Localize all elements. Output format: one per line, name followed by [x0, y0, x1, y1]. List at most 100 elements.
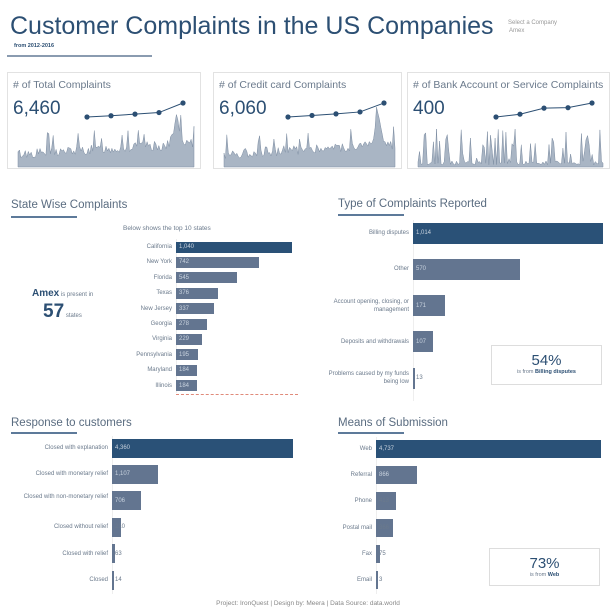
bar[interactable]: [176, 272, 237, 284]
bar-label: Email: [356, 577, 372, 583]
kpi-percent: 54%: [531, 352, 562, 369]
bar[interactable]: [376, 518, 394, 537]
presence-text: is present in: [60, 292, 94, 298]
trend-point[interactable]: [309, 112, 315, 119]
bar-value: 545: [179, 274, 190, 281]
bar[interactable]: [176, 303, 214, 315]
bar-label: Texas: [156, 290, 172, 297]
select-value[interactable]: Amex: [509, 28, 525, 34]
page-subtitle: from 2012-2016: [14, 43, 55, 49]
bar-value: 413: [379, 498, 390, 505]
bar-label: Closed with relief: [62, 550, 108, 557]
bar[interactable]: [176, 380, 197, 392]
types-kpi-box: 54% is from Billing disputes: [491, 345, 602, 385]
bar-label: Closed with non-monetary relief: [23, 493, 108, 500]
bar[interactable]: [112, 517, 121, 537]
footer: Project: IronQuest | Design by: Meera | …: [216, 600, 400, 607]
trend-point[interactable]: [357, 109, 363, 115]
bar[interactable]: [413, 331, 434, 353]
bar-label: Closed with explanation: [44, 445, 108, 451]
trend-point[interactable]: [132, 111, 138, 117]
bar[interactable]: [376, 571, 378, 589]
bar[interactable]: [376, 492, 396, 511]
bar[interactable]: [176, 318, 207, 330]
kpi-card-total: # of Total Complaints 6,460: [7, 72, 201, 169]
state-count: 57 states: [43, 301, 82, 323]
bar-value: 570: [416, 266, 427, 273]
bar-value: 229: [179, 336, 190, 343]
bar[interactable]: [376, 466, 418, 485]
kpi-title: # of Total Complaints: [13, 79, 111, 91]
bar[interactable]: [112, 491, 142, 511]
bar[interactable]: [176, 256, 259, 268]
section-title-response: Response to customers: [11, 417, 132, 429]
reference-line: [176, 394, 298, 395]
bar[interactable]: [413, 258, 520, 280]
bar-label: Illinois: [155, 382, 172, 389]
means-kpi-box: 73% is from Web: [489, 548, 600, 586]
bar[interactable]: [376, 544, 380, 563]
bar[interactable]: [176, 349, 198, 361]
bar[interactable]: [413, 367, 416, 389]
bar[interactable]: [112, 570, 114, 590]
trend-point[interactable]: [156, 109, 162, 116]
section-title-means: Means of Submission: [338, 417, 448, 429]
trend-point[interactable]: [541, 105, 547, 111]
section-title-types: Type of Complaints Reported: [338, 198, 487, 210]
kpi-title: # of Bank Account or Service Complaints: [413, 79, 604, 91]
kpi-card-credit: # of Credit card Complaints 6,060: [213, 72, 402, 169]
kpi-value: 6,460: [13, 98, 61, 119]
trend-point[interactable]: [565, 105, 571, 111]
bar-value: 63: [115, 550, 122, 557]
trend-point[interactable]: [108, 113, 114, 119]
bar-value: 195: [179, 351, 190, 358]
kpi-value: 400: [413, 98, 445, 119]
bar-label: Closed with monetary relief: [35, 471, 108, 478]
bar[interactable]: [413, 295, 446, 317]
state-presence: Amex is present in: [32, 288, 93, 299]
trend-point[interactable]: [84, 114, 90, 120]
select-label: Select a Company: [508, 20, 558, 26]
bar-value: 184: [179, 382, 190, 389]
bar-value: 14: [115, 577, 122, 583]
bar[interactable]: [176, 333, 202, 345]
trend-point[interactable]: [285, 114, 291, 120]
trend-point[interactable]: [333, 111, 339, 117]
bar-value: 1,107: [115, 471, 131, 478]
kpi-bold: Web: [547, 572, 560, 578]
bar-label: Virginia: [152, 336, 172, 343]
bar-label: Account opening, closing, or management: [333, 298, 409, 313]
trend-point[interactable]: [589, 100, 595, 106]
bar[interactable]: [176, 241, 292, 253]
bar-value: 376: [179, 290, 190, 297]
bar[interactable]: [413, 222, 603, 244]
bar-label: Postal mail: [342, 524, 372, 531]
bar-label: Maryland: [147, 367, 172, 374]
trend-point[interactable]: [381, 100, 387, 106]
kpi-value: 6,060: [219, 98, 267, 119]
bar[interactable]: [112, 464, 158, 484]
bar[interactable]: [376, 440, 601, 458]
bar-value: 4,360: [115, 445, 131, 451]
section-underline: [11, 216, 77, 218]
kpi-title: # of Credit card Complaints: [219, 79, 347, 91]
company-selector[interactable]: Select a Company Amex: [508, 19, 557, 35]
section-underline: [11, 432, 77, 434]
bar[interactable]: [176, 287, 218, 299]
title-underline: [7, 55, 152, 57]
bar-label: Other: [393, 266, 409, 273]
daily-area-chart: [417, 128, 604, 168]
trend-point[interactable]: [180, 100, 186, 106]
bar-label: Web: [359, 446, 372, 452]
bar[interactable]: [112, 544, 115, 564]
bar-label: Problems caused by my funds being low: [328, 371, 409, 386]
trend-point[interactable]: [493, 114, 499, 120]
trend-point[interactable]: [517, 111, 523, 117]
bar-value: 706: [115, 497, 126, 504]
daily-area-chart: [17, 114, 195, 168]
bar[interactable]: [112, 438, 293, 458]
section-title-state: State Wise Complaints: [11, 199, 128, 211]
bar[interactable]: [176, 364, 197, 376]
bar-value: 1,014: [416, 230, 432, 236]
bar-value: 866: [379, 472, 390, 479]
